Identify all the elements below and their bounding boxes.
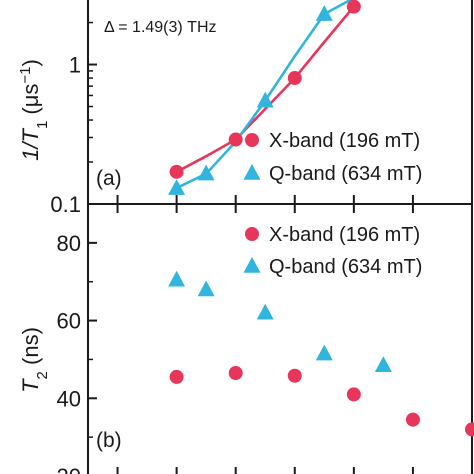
legend-label-qband: Q-band (634 mT)	[269, 256, 422, 278]
xband-data-point	[169, 164, 184, 179]
annotation-text: Δ = 1.49(3) THz	[104, 19, 217, 36]
legend-label-xband: X-band (196 mT)	[269, 130, 420, 152]
panel-b: (b) T2 (ns) 20 40 60 80 X-band (196 mT) Q-ban…	[18, 203, 474, 474]
xband-data-point	[169, 369, 184, 384]
y-tick-label: 20	[57, 464, 81, 474]
qband-data-point	[197, 164, 215, 181]
legend-marker-xband	[245, 133, 259, 147]
xband-data-point	[465, 422, 474, 437]
fit-line-xband	[175, 5, 355, 174]
y-tick-label: 0.1	[50, 192, 81, 217]
legend-label-qband: Q-band (634 mT)	[269, 163, 422, 185]
y-tick-label: 80	[57, 231, 81, 256]
xband-data-point	[346, 387, 361, 402]
xband-data-point	[287, 71, 302, 86]
y-tick-label: 1	[69, 53, 81, 78]
panel-a-label: (a)	[96, 167, 122, 190]
panel-frame	[87, 203, 473, 474]
legend-marker-xband	[245, 227, 259, 241]
qband-data-point	[168, 270, 186, 287]
qband-data-point	[374, 356, 392, 373]
xband-data-point	[287, 368, 302, 383]
xband-data-point	[228, 132, 243, 147]
xband-data-point	[346, 0, 361, 14]
qband-data-point	[315, 344, 333, 361]
legend-label-xband: X-band (196 mT)	[269, 224, 420, 246]
qband-data-point	[256, 91, 274, 108]
legend-marker-qband	[243, 257, 261, 273]
qband-data-point	[168, 179, 186, 195]
y-tick-label: 40	[57, 386, 81, 411]
xband-data-point	[405, 412, 420, 427]
panel-a: Δ = 1.49(3) THz (a) 1/T1 (μs−1) 0.1 1 X-ba…	[17, 0, 473, 217]
qband-data-point	[197, 280, 215, 297]
panel-a-ylabel: 1/T1 (μs−1)	[17, 59, 51, 161]
xband-data-point	[228, 366, 243, 381]
qband-data-point	[256, 303, 274, 320]
y-tick-label: 60	[57, 309, 81, 334]
panel-b-label: (b)	[96, 429, 122, 452]
panel-b-ylabel: T2 (ns)	[18, 327, 51, 393]
qband-data-point	[315, 5, 333, 21]
legend-marker-qband	[243, 164, 261, 180]
